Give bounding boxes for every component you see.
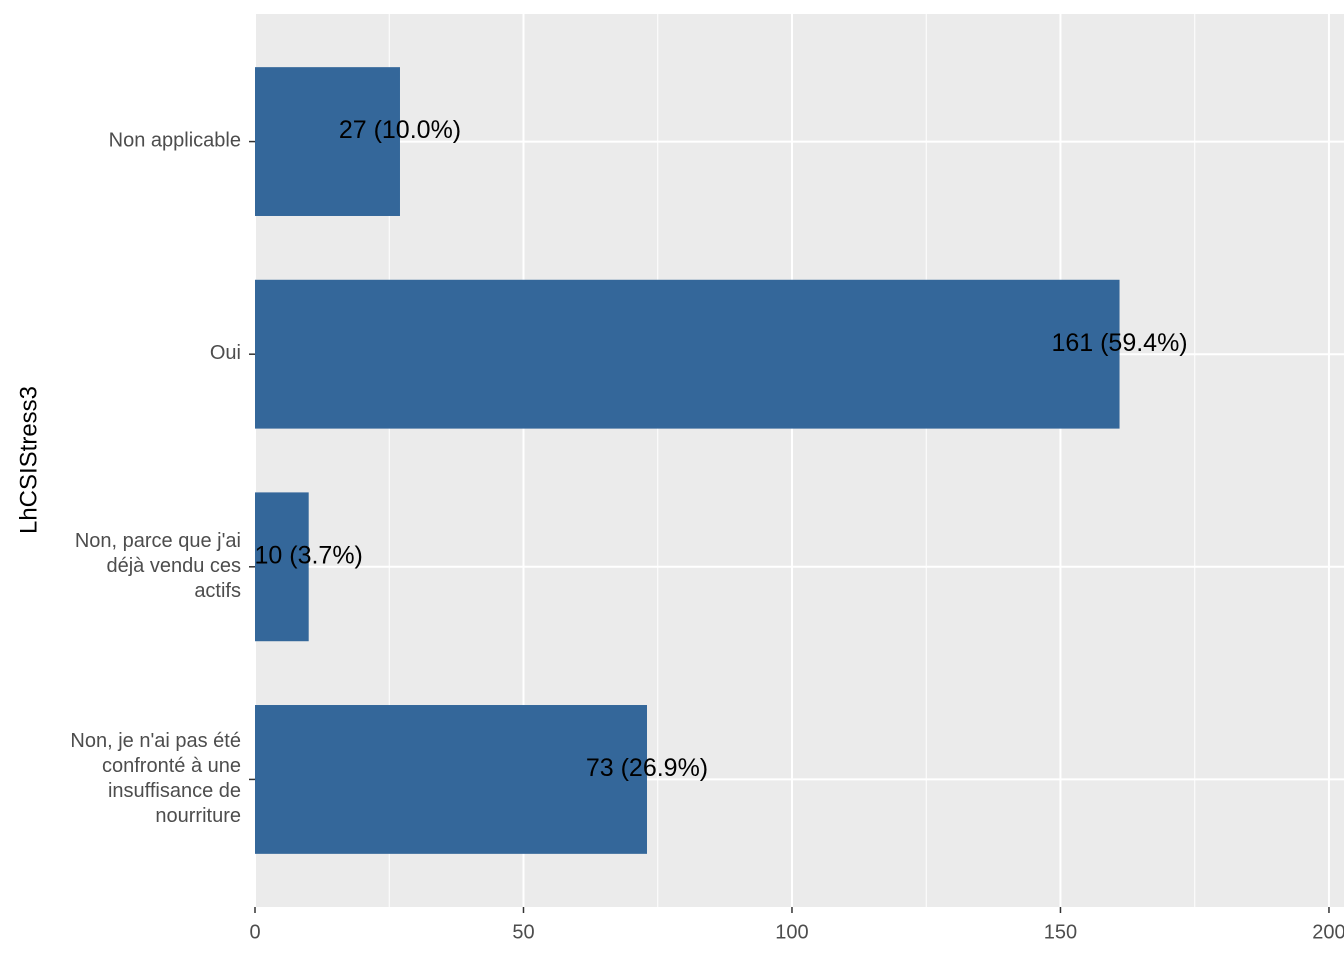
value-label: 73 (26.9%)	[586, 754, 708, 782]
value-label: 27 (10.0%)	[339, 116, 461, 144]
bars	[255, 67, 1120, 854]
value-label: 10 (3.7%)	[255, 541, 363, 569]
y-tick-label: Non applicable	[109, 130, 241, 152]
x-tick-label: 150	[1044, 921, 1077, 943]
y-axis-title: LhCSIStress3	[15, 386, 42, 534]
bar	[255, 279, 1120, 429]
bar	[255, 67, 400, 216]
y-tick-label: Non, parce que j'ai déjà vendu ces actifs	[75, 530, 241, 602]
y-tick-label: Non, je n'ai pas été confronté à une insuf…	[70, 730, 241, 827]
x-tick-label: 50	[512, 921, 534, 943]
y-tick-label: Oui	[210, 342, 241, 364]
bar	[255, 705, 647, 854]
value-label: 161 (59.4%)	[1051, 329, 1187, 357]
bar	[255, 492, 309, 642]
value-labels: 27 (10.0%) 161 (59.4%) 10 (3.7%) 73 (26.9%)	[255, 116, 1188, 782]
x-tick-label: 100	[775, 921, 808, 943]
x-tick-label: 0	[249, 921, 260, 943]
axes: 0 50 100 150 200 Non applicable Oui Non, parce …	[70, 130, 1344, 943]
x-tick-label: 200	[1312, 921, 1344, 943]
